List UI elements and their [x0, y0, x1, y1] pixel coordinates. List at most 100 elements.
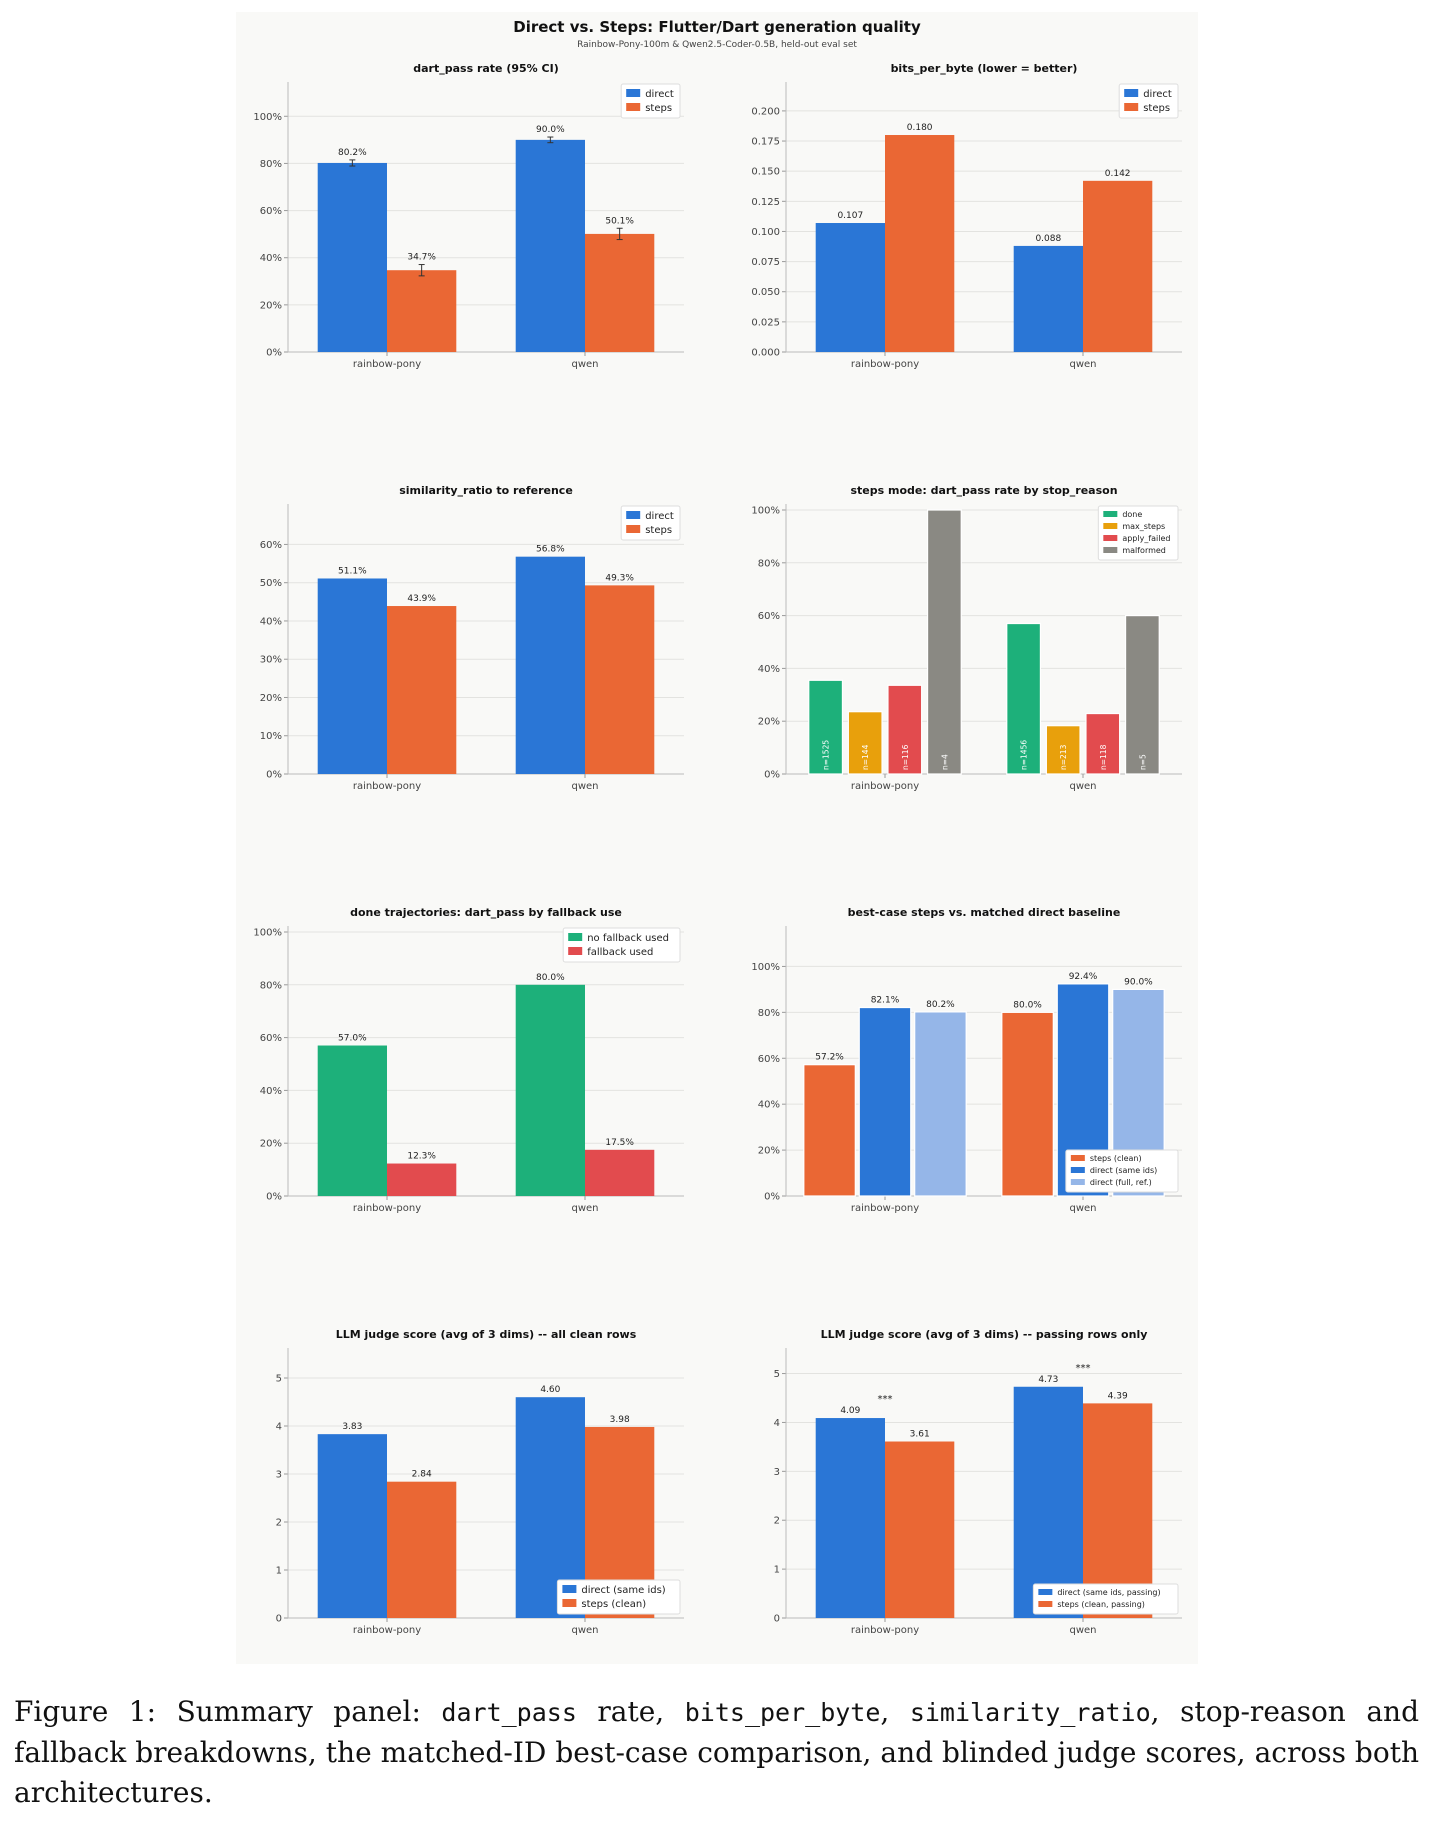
y-tick-label: 0.100	[751, 227, 780, 238]
chart-title: bits_per_byte (lower = better)	[891, 62, 1078, 75]
x-tick-label: qwen	[571, 359, 598, 370]
significance-marker: ***	[878, 1394, 893, 1405]
bar-count-label: n=4	[940, 754, 949, 770]
x-tick-label: qwen	[1069, 359, 1096, 370]
legend-label: malformed	[1122, 546, 1166, 555]
chart-title: LLM judge score (avg of 3 dims) -- passi…	[821, 1328, 1148, 1341]
legend-box	[1032, 1583, 1179, 1615]
data-label: 49.3%	[605, 573, 634, 583]
x-tick-label: qwen	[1069, 1625, 1096, 1636]
legend-swatch-max-steps	[1103, 523, 1118, 529]
data-label: 90.0%	[1124, 977, 1153, 987]
data-label: 51.1%	[338, 566, 367, 576]
bar-done-qwen	[1006, 622, 1042, 775]
y-tick-label: 2	[276, 1518, 282, 1529]
data-label: 50.1%	[605, 216, 634, 226]
y-tick-label: 5	[774, 1369, 780, 1380]
y-tick-label: 40%	[758, 1100, 780, 1111]
legend-swatch-no-fallback-used	[568, 933, 583, 941]
legend-swatch-direct-full-ref	[1070, 1179, 1085, 1185]
bar-steps-qwen	[585, 585, 655, 774]
y-tick-label: 3	[276, 1470, 282, 1481]
bar-direct-same-ids-passing-rainbow-pony	[815, 1418, 885, 1618]
x-tick-label: qwen	[1069, 1203, 1096, 1214]
bar-max-steps-qwen	[1045, 725, 1081, 775]
bar-steps-rainbow-pony	[387, 270, 457, 352]
y-tick-label: 60%	[260, 206, 282, 217]
bar-direct-rainbow-pony	[815, 223, 885, 352]
y-tick-label: 60%	[758, 1054, 780, 1065]
data-label: 2.84	[412, 1470, 432, 1480]
legend-label: direct	[645, 511, 674, 522]
figure-panel: Direct vs. Steps: Flutter/Dart generatio…	[236, 12, 1198, 1664]
bar-no-fallback-used-rainbow-pony	[317, 1045, 387, 1196]
y-tick-label: 0.000	[751, 348, 780, 359]
legend-swatch-direct	[626, 511, 641, 519]
legend-label: no fallback used	[587, 933, 669, 944]
bar-fallback-used-rainbow-pony	[387, 1163, 457, 1196]
bar-apply-failed-rainbow-pony	[887, 684, 923, 775]
bar-steps-rainbow-pony	[387, 606, 457, 774]
legend: direct (same ids) steps (clean)	[556, 1579, 681, 1615]
y-tick-label: 0	[276, 1614, 282, 1625]
legend-swatch-steps-clean-passing	[1038, 1601, 1053, 1607]
y-tick-label: 60%	[260, 1033, 282, 1044]
data-label: 43.9%	[407, 594, 436, 604]
legend-label: direct (same ids)	[581, 1585, 665, 1596]
bar-direct-qwen	[1013, 245, 1083, 352]
data-label: 57.2%	[815, 1053, 844, 1063]
legend-label: steps (clean)	[581, 1599, 646, 1610]
legend-label: steps (clean)	[1090, 1154, 1142, 1163]
x-tick-label: rainbow-pony	[851, 1203, 919, 1214]
bar-apply-failed-qwen	[1085, 712, 1121, 775]
y-tick-label: 20%	[260, 693, 282, 704]
chart-stop-reason: steps mode: dart_pass rate by stop_reaso…	[734, 474, 1198, 898]
data-label: 3.98	[610, 1415, 630, 1425]
y-tick-label: 80%	[260, 159, 282, 170]
bar-steps-clean-passing-rainbow-pony	[885, 1441, 955, 1618]
legend-label: direct	[645, 89, 674, 100]
bar-count-label: n=118	[1099, 744, 1108, 770]
chart-title: LLM judge score (avg of 3 dims) -- all c…	[336, 1328, 637, 1341]
data-label: 34.7%	[407, 253, 436, 263]
legend-box	[556, 1579, 681, 1615]
chart-bits-per-byte: bits_per_byte (lower = better) 0.000 0.025…	[734, 52, 1198, 476]
y-tick-label: 2	[774, 1516, 780, 1527]
bar-direct-rainbow-pony	[317, 162, 387, 352]
caption-term-bits-per-byte: bits_per_byte	[684, 1698, 881, 1727]
chart-title: done trajectories: dart_pass by fallback…	[350, 906, 622, 919]
legend: direct steps	[1118, 83, 1179, 119]
legend-label: steps	[1143, 103, 1170, 114]
data-label: 80.0%	[1013, 1000, 1042, 1010]
x-tick-label: qwen	[571, 1203, 598, 1214]
data-label: 80.0%	[536, 973, 565, 983]
caption-prefix: Figure 1: Summary panel:	[14, 1695, 421, 1728]
y-tick-label: 100%	[253, 928, 282, 939]
y-tick-label: 50%	[260, 578, 282, 589]
legend-box	[1097, 505, 1179, 561]
bar-steps-clean-qwen	[1001, 1011, 1054, 1197]
bar-fallback-used-qwen	[585, 1149, 655, 1196]
legend-label: fallback used	[587, 947, 653, 958]
legend-swatch-direct-same-ids	[562, 1585, 577, 1593]
legend-swatch-steps	[626, 103, 641, 111]
data-label: 56.8%	[536, 545, 565, 555]
bar-direct-same-ids-rainbow-pony	[317, 1434, 387, 1618]
legend-swatch-steps-clean	[1070, 1155, 1085, 1161]
chart-judge-passing-rows: LLM judge score (avg of 3 dims) -- passi…	[734, 1318, 1198, 1742]
legend: direct (same ids, passing) steps (clean, …	[1032, 1583, 1179, 1615]
caption-term-similarity-ratio: similarity_ratio	[909, 1698, 1151, 1727]
bar-direct-qwen	[515, 556, 585, 774]
bar-direct-full-ref-rainbow-pony	[914, 1011, 967, 1197]
y-tick-label: 0.150	[751, 167, 780, 178]
chart-svg: best-case steps vs. matched direct basel…	[751, 906, 1182, 1214]
y-tick-label: 40%	[260, 1086, 282, 1097]
legend-swatch-direct-same-ids-passing	[1038, 1589, 1053, 1595]
data-label: 4.73	[1038, 1375, 1058, 1385]
legend-box	[562, 927, 681, 963]
bar-no-fallback-used-qwen	[515, 984, 585, 1196]
y-tick-label: 100%	[751, 506, 780, 517]
y-tick-label: 0%	[266, 770, 282, 781]
chart-svg: bits_per_byte (lower = better) 0.000 0.025…	[751, 62, 1182, 370]
caption-term-dart-pass: dart_pass	[441, 1698, 577, 1727]
